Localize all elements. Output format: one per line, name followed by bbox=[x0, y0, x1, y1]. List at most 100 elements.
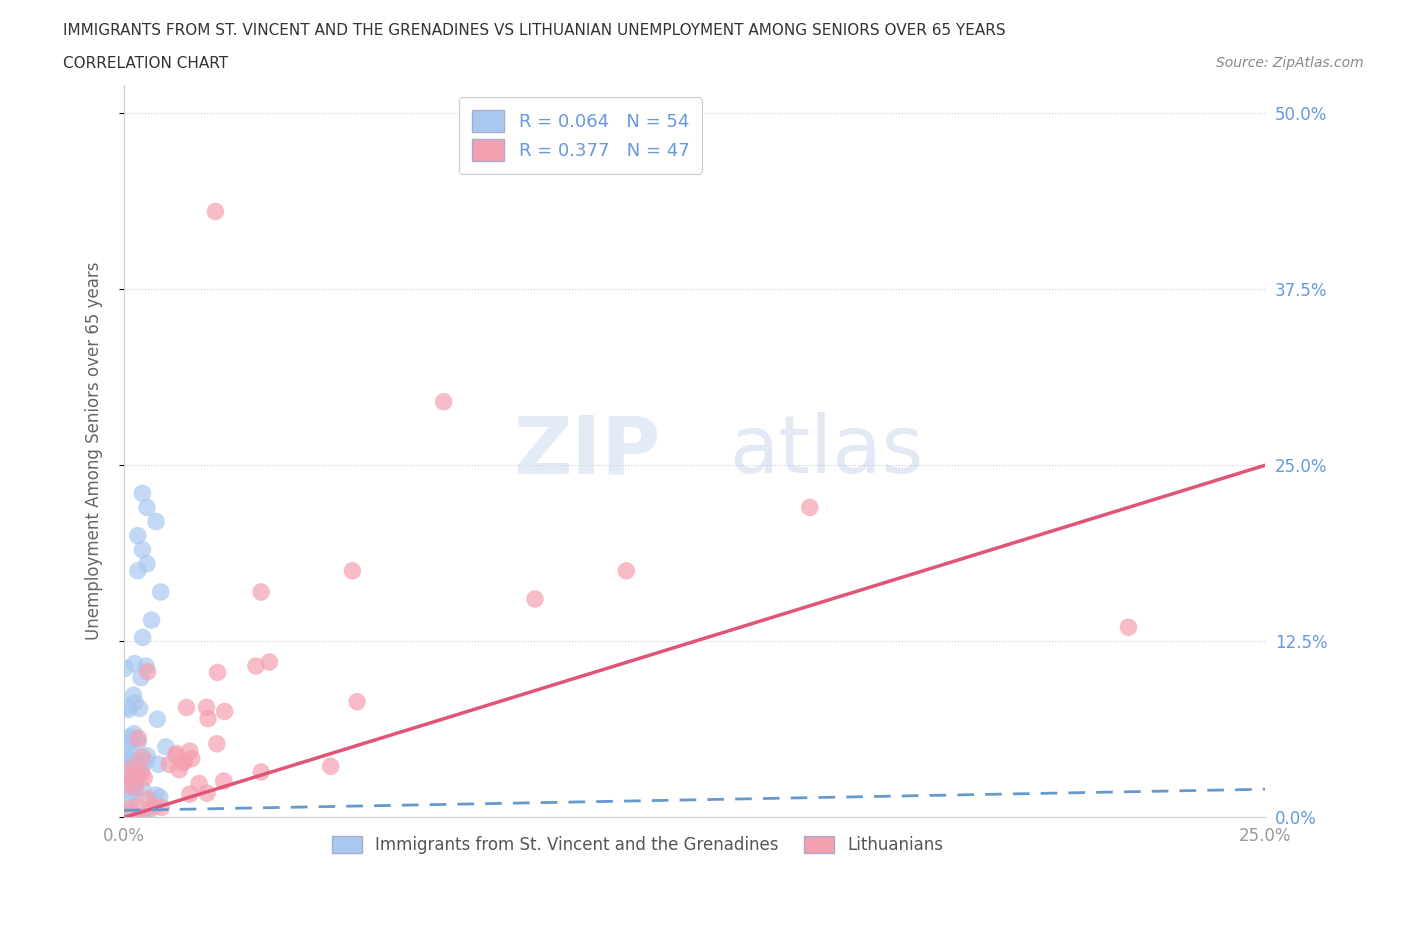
Point bbox=[115, 699, 138, 714]
Point bbox=[122, 726, 145, 741]
Text: IMMIGRANTS FROM ST. VINCENT AND THE GRENADINES VS LITHUANIAN UNEMPLOYMENT AMONG : IMMIGRANTS FROM ST. VINCENT AND THE GREN… bbox=[63, 23, 1005, 38]
Point bbox=[129, 671, 152, 685]
Point bbox=[114, 661, 136, 676]
Text: Source: ZipAtlas.com: Source: ZipAtlas.com bbox=[1216, 56, 1364, 70]
Point bbox=[136, 749, 159, 764]
Point bbox=[115, 748, 138, 763]
Point bbox=[120, 734, 142, 749]
Point bbox=[115, 777, 138, 792]
Point bbox=[149, 585, 172, 600]
Point bbox=[167, 763, 190, 777]
Point bbox=[120, 778, 142, 793]
Point bbox=[143, 800, 166, 815]
Point bbox=[143, 793, 166, 808]
Point bbox=[114, 805, 136, 820]
Point bbox=[342, 564, 364, 578]
Point bbox=[120, 734, 142, 749]
Point bbox=[114, 765, 136, 780]
Point bbox=[346, 694, 368, 709]
Point bbox=[149, 790, 172, 804]
Point bbox=[173, 754, 195, 769]
Point bbox=[146, 711, 169, 726]
Y-axis label: Unemployment Among Seniors over 65 years: Unemployment Among Seniors over 65 years bbox=[86, 262, 103, 641]
Point bbox=[124, 769, 146, 784]
Point bbox=[131, 542, 153, 557]
Point bbox=[127, 735, 149, 750]
Point bbox=[131, 781, 153, 796]
Point bbox=[131, 485, 153, 500]
Point bbox=[124, 695, 146, 710]
Point bbox=[180, 751, 202, 766]
Text: CORRELATION CHART: CORRELATION CHART bbox=[63, 56, 228, 71]
Point bbox=[120, 729, 142, 744]
Point bbox=[799, 500, 821, 515]
Point bbox=[250, 585, 273, 600]
Point bbox=[125, 782, 148, 797]
Point bbox=[124, 767, 146, 782]
Point bbox=[433, 394, 456, 409]
Point bbox=[122, 775, 145, 790]
Point bbox=[127, 758, 149, 773]
Point bbox=[195, 786, 218, 801]
Point bbox=[176, 700, 198, 715]
Point bbox=[145, 514, 167, 529]
Point bbox=[524, 591, 547, 606]
Point bbox=[120, 785, 142, 800]
Point bbox=[1118, 619, 1140, 634]
Point bbox=[125, 770, 148, 785]
Point bbox=[127, 528, 149, 543]
Point bbox=[114, 755, 136, 770]
Point bbox=[250, 764, 273, 779]
Point bbox=[118, 702, 141, 717]
Point bbox=[120, 768, 142, 783]
Point bbox=[214, 704, 236, 719]
Point bbox=[131, 765, 153, 780]
Point bbox=[124, 780, 146, 795]
Point bbox=[179, 787, 201, 802]
Point bbox=[136, 500, 159, 515]
Point bbox=[614, 564, 637, 578]
Point bbox=[131, 750, 153, 764]
Point bbox=[195, 699, 218, 714]
Point bbox=[205, 737, 228, 751]
Point bbox=[120, 778, 142, 793]
Point bbox=[136, 791, 159, 806]
Point bbox=[245, 658, 267, 673]
Point bbox=[131, 808, 153, 823]
Point bbox=[136, 556, 159, 571]
Point bbox=[188, 776, 211, 790]
Point bbox=[127, 564, 149, 578]
Point bbox=[136, 809, 159, 824]
Point bbox=[122, 688, 145, 703]
Text: ZIP: ZIP bbox=[513, 412, 661, 490]
Point bbox=[136, 664, 159, 679]
Point bbox=[122, 749, 145, 764]
Point bbox=[145, 788, 167, 803]
Point bbox=[135, 658, 157, 673]
Point bbox=[150, 800, 173, 815]
Point bbox=[165, 749, 187, 764]
Point bbox=[118, 802, 141, 817]
Point bbox=[212, 774, 235, 789]
Point bbox=[197, 711, 219, 726]
Point bbox=[172, 755, 194, 770]
Point bbox=[131, 809, 153, 824]
Point bbox=[207, 665, 229, 680]
Point bbox=[120, 793, 142, 808]
Point bbox=[155, 739, 177, 754]
Point bbox=[127, 799, 149, 814]
Point bbox=[121, 760, 143, 775]
Text: atlas: atlas bbox=[728, 412, 924, 490]
Point bbox=[124, 657, 146, 671]
Point bbox=[141, 613, 163, 628]
Point bbox=[132, 755, 155, 770]
Point bbox=[115, 751, 138, 766]
Point bbox=[127, 731, 149, 746]
Point bbox=[165, 746, 187, 761]
Point bbox=[204, 204, 226, 219]
Point bbox=[135, 753, 157, 768]
Legend: Immigrants from St. Vincent and the Grenadines, Lithuanians: Immigrants from St. Vincent and the Gren… bbox=[325, 829, 950, 860]
Point bbox=[125, 754, 148, 769]
Point bbox=[319, 759, 342, 774]
Point bbox=[179, 744, 201, 759]
